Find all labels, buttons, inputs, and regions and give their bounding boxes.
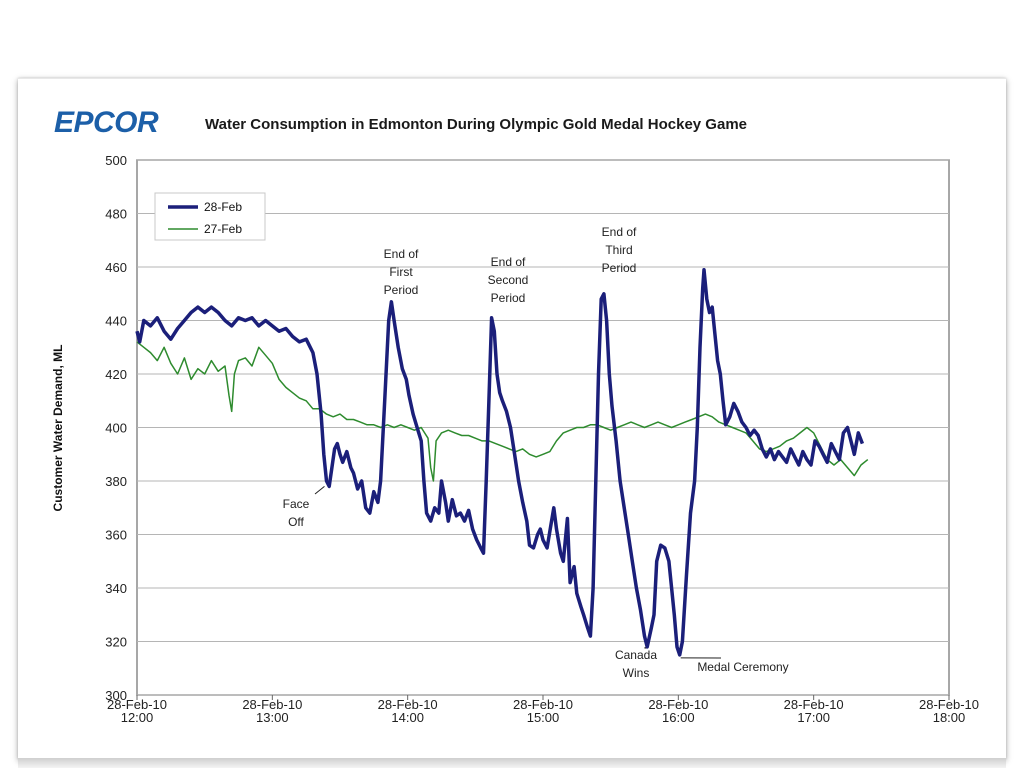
x-tick-time: 12:00 bbox=[121, 710, 154, 725]
x-tick-date: 28-Feb-10 bbox=[919, 697, 979, 712]
annotation-text: Off bbox=[288, 515, 304, 529]
y-axis-label: Customer Water Demand, ML bbox=[51, 345, 65, 512]
x-tick-time: 14:00 bbox=[391, 710, 424, 725]
y-tick-label: 380 bbox=[105, 474, 127, 489]
x-axis-ticks: 28-Feb-1012:0028-Feb-1013:0028-Feb-1014:… bbox=[107, 697, 979, 725]
annotation-text: Wins bbox=[623, 666, 650, 680]
y-tick-label: 320 bbox=[105, 635, 127, 650]
y-tick-label: 480 bbox=[105, 207, 127, 222]
legend-box bbox=[154, 192, 266, 241]
series-line-27-feb bbox=[136, 341, 869, 482]
annotation-text: Second bbox=[488, 273, 529, 287]
annotation-text: First bbox=[389, 265, 413, 279]
legend-label: 27-Feb bbox=[204, 222, 242, 236]
annotation-text: Medal Ceremony bbox=[697, 660, 788, 674]
x-tick-date: 28-Feb-10 bbox=[107, 697, 167, 712]
epcor-logo: EPCOR bbox=[54, 106, 159, 139]
x-tick-time: 16:00 bbox=[662, 710, 695, 725]
chart-title: Water Consumption in Edmonton During Oly… bbox=[205, 116, 747, 133]
y-tick-label: 500 bbox=[105, 153, 127, 168]
x-tick-time: 18:00 bbox=[933, 710, 966, 725]
annotation-text: End of bbox=[384, 247, 419, 261]
annotation-text: Period bbox=[602, 261, 637, 275]
x-tick-date: 28-Feb-10 bbox=[648, 697, 708, 712]
annotation-text: End of bbox=[491, 255, 526, 269]
y-tick-label: 440 bbox=[105, 314, 127, 329]
y-tick-label: 300 bbox=[105, 688, 127, 703]
x-tick-date: 28-Feb-10 bbox=[242, 697, 302, 712]
series-group bbox=[135, 267, 869, 657]
annotation-text: Third bbox=[605, 243, 632, 257]
annotation-text: Period bbox=[384, 283, 419, 297]
x-tick-date: 28-Feb-10 bbox=[513, 697, 573, 712]
annotation-text: End of bbox=[602, 225, 637, 239]
x-tick-time: 15:00 bbox=[527, 710, 560, 725]
x-tick-date: 28-Feb-10 bbox=[378, 697, 438, 712]
x-tick-date: 28-Feb-10 bbox=[784, 697, 844, 712]
legend: 28-Feb 27-Feb bbox=[154, 192, 266, 241]
slide-card bbox=[18, 78, 1006, 759]
annotation-text: Face bbox=[283, 497, 310, 511]
y-tick-label: 340 bbox=[105, 581, 127, 596]
x-tick-time: 13:00 bbox=[256, 710, 289, 725]
y-tick-label: 360 bbox=[105, 528, 127, 543]
annotation-text: Canada bbox=[615, 648, 657, 662]
series-line-28-feb bbox=[135, 267, 865, 657]
annotations: Face Off End of First Period End of Second Peri… bbox=[283, 225, 789, 680]
annotation-arrow bbox=[314, 485, 325, 495]
y-tick-label: 400 bbox=[105, 421, 127, 436]
legend-label: 28-Feb bbox=[204, 200, 242, 214]
y-tick-label: 420 bbox=[105, 367, 127, 382]
x-tick-time: 17:00 bbox=[797, 710, 830, 725]
y-tick-label: 460 bbox=[105, 260, 127, 275]
gridlines bbox=[136, 159, 950, 700]
annotation-text: Period bbox=[491, 291, 526, 305]
y-axis-ticks: 300 320 340 360 380 400 420 440 460 480 500 bbox=[105, 153, 127, 703]
slide-shadow bbox=[18, 758, 1006, 768]
